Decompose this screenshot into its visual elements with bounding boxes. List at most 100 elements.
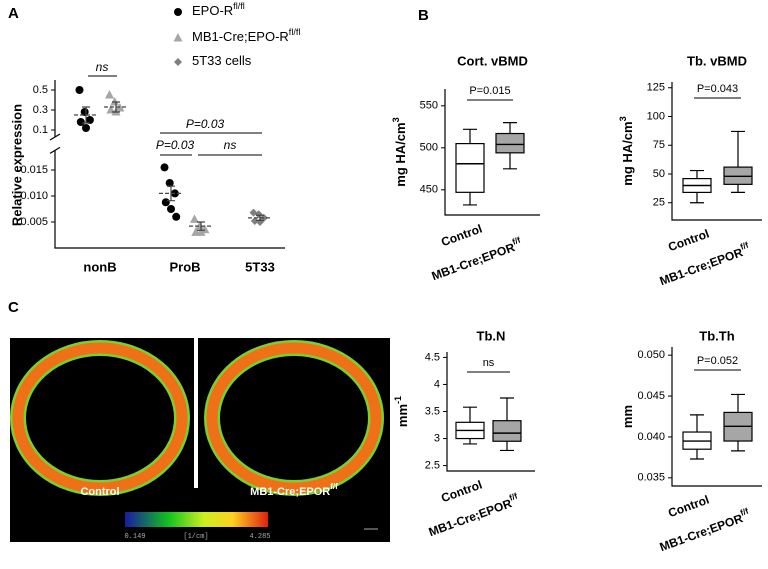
significance-label: P=0.03 — [186, 117, 225, 131]
data-point — [195, 221, 205, 230]
y-tick-label: 100 — [647, 110, 665, 122]
whisker-high — [463, 406, 477, 423]
whisker-low — [690, 192, 704, 204]
data-point — [196, 227, 206, 236]
significance-label: P=0.052 — [697, 355, 738, 367]
x-tick-label: Control — [439, 222, 484, 250]
y-tick-label: 0.5 — [33, 84, 48, 96]
y-tick-label: 0.3 — [33, 104, 48, 116]
data-point — [76, 118, 85, 126]
data-point — [250, 216, 259, 225]
error-bar — [167, 185, 175, 202]
legend-label-sup: fl/fl — [233, 1, 245, 11]
whisker-low — [463, 438, 477, 445]
y-axis-label-sup: -1 — [393, 396, 403, 404]
colorbar-label: 0.149 — [124, 533, 145, 541]
box — [492, 420, 522, 442]
legend-marker — [174, 8, 182, 16]
axis-break — [49, 133, 61, 154]
error-bar — [197, 221, 205, 231]
data-point — [190, 214, 199, 223]
error-bar — [112, 101, 120, 113]
whisker-low — [463, 192, 477, 206]
x-tick-label-main: Control — [666, 493, 711, 521]
data-point — [80, 108, 89, 116]
data-point — [106, 105, 116, 114]
whisker-low — [731, 184, 745, 193]
axes — [446, 352, 535, 472]
y-tick-label: 0.035 — [637, 472, 665, 484]
x-tick-label: Control — [439, 478, 484, 506]
legend-label-main: MB1-Cre;EPO-R — [192, 29, 289, 44]
significance-label: ns — [224, 138, 237, 152]
data-point — [167, 205, 175, 213]
x-tick-label: ProB — [169, 259, 200, 274]
legend-label: MB1-Cre;EPO-Rfl/fl — [192, 27, 300, 44]
whisker-low — [503, 152, 517, 170]
legend-label-main: 5T33 cells — [192, 53, 252, 68]
significance-label: P=0.015 — [469, 85, 510, 97]
colorbar-label: 4.285 — [249, 533, 270, 541]
error-bar — [256, 214, 264, 222]
axes — [671, 347, 762, 487]
legend-label-sup: fl/fl — [289, 27, 301, 37]
y-tick-label: 0.050 — [637, 349, 665, 361]
x-tick-label: Control — [666, 493, 711, 521]
y-tick-label: 50 — [653, 168, 665, 180]
y-tick-label: 2.5 — [425, 459, 440, 471]
whisker-high — [731, 393, 745, 413]
y-axis-label-sup: 3 — [391, 117, 401, 122]
significance-label: P=0.03 — [156, 138, 195, 152]
chart-title: Cort. vBMD — [457, 53, 528, 68]
whisker-high — [503, 122, 517, 134]
significance-label: ns — [483, 357, 495, 369]
image-label: Control — [80, 486, 119, 498]
data-point — [110, 97, 120, 106]
legend-label-main: EPO-R — [192, 3, 233, 18]
x-tick-label-sup: f/f — [739, 506, 750, 518]
y-axis-label-main: mm — [620, 405, 635, 428]
panel-letter: C — [8, 299, 19, 316]
y-axis-label: mg HA/cm3 — [391, 117, 408, 186]
y-tick-label: 3.5 — [425, 405, 440, 417]
y-tick-label: 0.040 — [637, 431, 665, 443]
y-axis-label: mg HA/cm3 — [618, 116, 635, 185]
data-point — [161, 198, 170, 207]
data-point — [82, 124, 90, 132]
y-tick-label: 75 — [653, 139, 665, 151]
y-axis-label: mm — [620, 405, 635, 428]
y-tick-label: 0.045 — [637, 390, 665, 402]
panel-letter: B — [418, 7, 429, 24]
legend-label: EPO-Rfl/fl — [192, 1, 245, 18]
image-label: MB1-Cre;EPORf/f — [250, 482, 338, 498]
y-tick-label: 25 — [653, 197, 665, 209]
y-tick-label: 125 — [647, 82, 665, 94]
whisker-low — [690, 449, 704, 460]
y-tick-label: 0.015 — [20, 164, 48, 176]
axes — [671, 82, 762, 221]
whisker-high — [690, 414, 704, 433]
y-tick-label: 0.005 — [20, 216, 48, 228]
error-bar — [82, 106, 90, 124]
chart-title: Tb.N — [477, 328, 506, 343]
y-axis-label-main: mg HA/cm — [620, 121, 635, 185]
x-tick-label: MB1-Cre;EPORf/f — [426, 491, 522, 540]
significance-label: ns — [96, 60, 109, 74]
legend-marker — [174, 58, 182, 66]
data-point — [160, 163, 169, 172]
data-point — [254, 210, 263, 219]
y-axis-label: Relative expression — [9, 104, 24, 226]
x-tick-label-main: Control — [439, 478, 484, 506]
panel-letter: A — [8, 5, 19, 22]
x-tick-label: nonB — [83, 259, 116, 274]
y-tick-label: 4.5 — [425, 351, 440, 363]
x-tick-label-main: Control — [666, 227, 711, 255]
axes — [444, 89, 540, 216]
colorbar-label: [1/cm] — [183, 533, 208, 541]
y-axis-label-sup: 3 — [618, 116, 628, 121]
legend-marker — [173, 33, 183, 42]
x-tick-label-sup: f/f — [511, 235, 522, 247]
chart-title: Tb.Th — [699, 328, 734, 343]
y-tick-label: 550 — [420, 100, 438, 112]
